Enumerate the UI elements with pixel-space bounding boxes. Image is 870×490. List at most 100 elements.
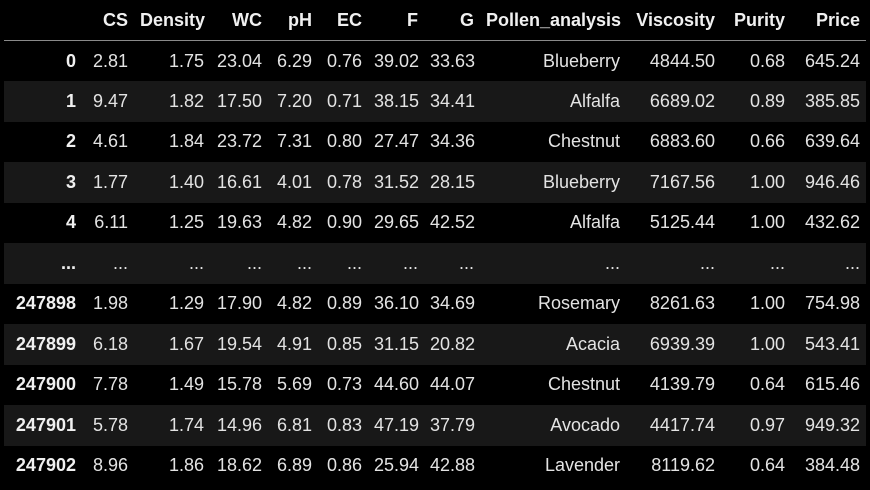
table-cell: 1.29 [168,293,204,314]
column-header: WC [210,0,268,41]
table-cell: 754.98 [804,293,860,314]
table-row: 0 2.81 1.75 23.04 6.29 0.76 39.02 33.63 Blueberr… [4,40,866,81]
table-cell: 0.86 [326,455,362,476]
table-cell: 6.89 [276,455,312,476]
table-cell: 39.02 [374,50,420,71]
table-cell: 4139.79 [649,374,715,395]
column-header: F [368,0,424,41]
table-cell: 8.96 [92,455,128,476]
table-cell: Chestnut [547,374,620,395]
table-cell: 0.85 [326,333,362,354]
table-cell: 1.49 [168,374,204,395]
table-cell: 615.46 [804,374,860,395]
table-cell: 6689.02 [649,90,715,111]
table-cell: ... [699,252,715,273]
table-cell: 1.98 [92,293,128,314]
table-cell: 4.01 [276,171,312,192]
table-cell: 44.60 [374,374,420,395]
table-cell: 384.48 [804,455,860,476]
table-cell: 8261.63 [649,293,715,314]
table-cell: ... [112,252,128,273]
table-cell: 0.78 [326,171,362,192]
table-cell: 0.89 [749,90,785,111]
column-header: Purity [721,0,791,41]
table-cell: 38.15 [374,90,420,111]
table-cell: Alfalfa [569,90,620,111]
row-index: 247898 [15,293,76,314]
table-cell: 946.46 [804,171,860,192]
table-cell: 42.88 [430,455,476,476]
table-row: 1 9.47 1.82 17.50 7.20 0.71 38.15 34.41 Alfalfa 6… [4,81,866,122]
table-row: 247898 1.98 1.29 17.90 4.82 0.89 36.10 34.69 Ros… [4,283,866,324]
table-cell: 8119.62 [651,455,715,476]
table-cell: 7.20 [276,90,312,111]
table-cell: 7.31 [276,131,312,152]
table-cell: 4417.74 [649,414,715,435]
column-header: Pollen_analysis [480,0,626,41]
table-cell: 949.32 [804,414,860,435]
column-header: Viscosity [626,0,721,41]
table-cell: 0.97 [749,414,785,435]
table-cell: 0.71 [326,90,362,111]
table-cell: 1.86 [168,455,204,476]
table-cell: 23.04 [216,50,262,71]
table-cell: 14.96 [216,414,262,435]
table-row: 247900 7.78 1.49 15.78 5.69 0.73 44.60 44.07 Che… [4,364,866,405]
table-cell: ... [346,252,362,273]
table-cell: 385.85 [804,90,860,111]
table-cell: 1.00 [749,293,785,314]
table-cell: 9.47 [92,90,128,111]
table-cell: 1.84 [168,131,204,152]
table-cell: 543.41 [804,333,860,354]
table-cell: 36.10 [374,293,420,314]
table-cell: Blueberry [542,171,620,192]
column-header: CS [82,0,134,41]
table-cell: 7.78 [92,374,128,395]
table-cell: 0.64 [749,374,785,395]
table-cell: 2.81 [92,50,128,71]
table-cell: 47.19 [374,414,420,435]
table-cell: 4.61 [92,131,128,152]
table-cell: 1.75 [168,50,204,71]
table-row: 247901 5.78 1.74 14.96 6.81 0.83 47.19 37.79 Avo… [4,405,866,446]
table-cell: 0.76 [326,50,362,71]
row-index: 4 [65,212,76,233]
table-cell: 0.80 [326,131,362,152]
table-cell: 6.18 [92,333,128,354]
table-cell: 18.62 [216,455,262,476]
row-index: 247902 [15,455,76,476]
table-cell: 0.89 [326,293,362,314]
table-cell: Chestnut [547,131,620,152]
table-cell: 4.91 [276,333,312,354]
table-cell: 42.52 [430,212,476,233]
row-index: 2 [65,131,76,152]
column-header: Density [134,0,210,41]
table-cell: Acacia [565,333,620,354]
table-cell: 34.36 [430,131,476,152]
table-cell: 6.81 [276,414,312,435]
table-cell: 31.52 [374,171,420,192]
column-header: G [424,0,480,41]
table-cell: 31.15 [374,333,420,354]
table-cell: 6883.60 [649,131,715,152]
table-cell: 7167.56 [649,171,715,192]
table-cell: 37.79 [430,414,476,435]
table-row: 2 4.61 1.84 23.72 7.31 0.80 27.47 34.36 Chestnut… [4,121,866,162]
table-cell: 1.40 [168,171,204,192]
table-cell: Avocado [550,414,620,435]
header-row: CS Density WC pH EC F G Pollen_analysis Viscosit… [4,0,866,41]
table-cell: ... [188,252,204,273]
column-header: EC [318,0,368,41]
table-cell: 19.63 [216,212,262,233]
table-cell: ... [604,252,620,273]
table-cell: 33.63 [430,50,476,71]
table-cell: 4.82 [276,293,312,314]
table-cell: 15.78 [216,374,262,395]
table-cell: 17.50 [216,90,262,111]
row-index: 1 [65,90,76,111]
table-cell: Alfalfa [569,212,620,233]
table-cell: 34.69 [430,293,476,314]
table-cell: 6.29 [276,50,312,71]
column-header: Price [791,0,866,41]
